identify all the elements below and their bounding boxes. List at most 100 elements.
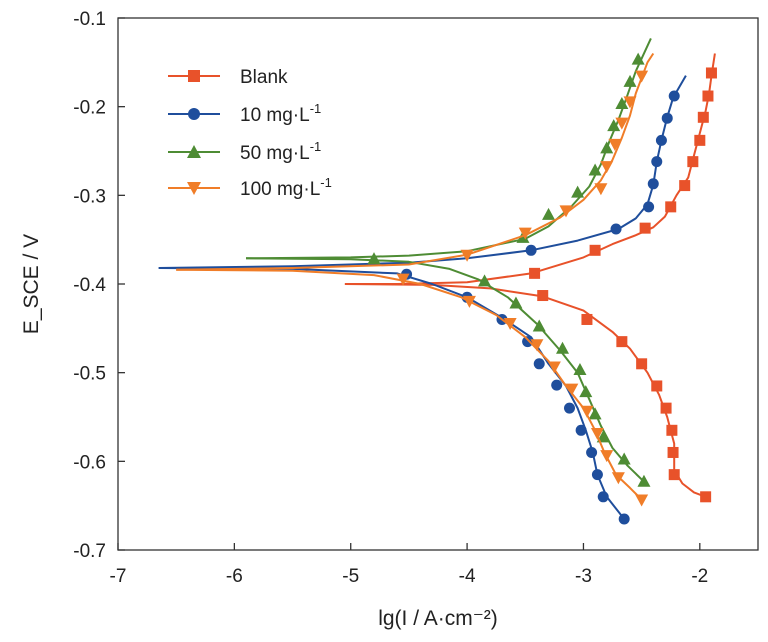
series-0-point-9 [705,67,717,79]
x-axis-title: lg(I / A·cm⁻²) [378,607,498,630]
y-tick-label-2: -0.3 [73,186,106,207]
series-2-point-0 [367,252,381,265]
series-3-point-14 [594,183,608,196]
series-3-point-4 [547,361,561,374]
series-3-point-0 [396,273,410,286]
series-3-point-8 [600,450,614,463]
series-3-point-7 [590,427,604,440]
series-2-point-12 [542,207,556,220]
series-0-point-15 [660,402,672,414]
legend-label-100: 100 mg·L-1 [240,175,332,200]
series-2-point-16 [607,119,621,132]
y-tick-label-1: -0.2 [73,98,106,119]
series-1-point-18 [661,112,673,124]
x-tick-label-1: -6 [226,566,243,587]
series-3-point-15 [600,161,614,174]
series-3-point-1 [462,295,476,308]
series-1-point-19 [668,90,680,102]
series-2-point-9 [617,452,631,465]
series-1-point-8 [586,446,598,458]
series-1-point-7 [575,424,587,436]
series-0-point-2 [639,222,651,234]
series-3-point-16 [608,138,622,151]
legend-item-10: 10 mg·L-1 [168,101,321,126]
series-1-point-9 [591,469,603,481]
series-3-point-18 [623,96,637,109]
series-1-point-14 [643,201,655,213]
series-0-point-8 [702,90,714,102]
series-2-point-7 [588,407,602,420]
series-0-point-14 [651,380,663,392]
legend-marker-blank [188,70,200,82]
series-2-point-4 [556,341,570,354]
series-0-point-7 [697,111,709,123]
x-tick-label-5: -2 [691,566,708,587]
y-tick-label-0: -0.1 [73,9,106,30]
legend-label-10: 10 mg·L-1 [240,101,321,126]
series-0-point-10 [537,290,549,302]
series-2-point-2 [509,296,523,309]
series-1-point-6 [563,402,575,414]
series-3-point-12 [518,227,532,240]
series-1-point-3 [522,336,534,348]
series-0-point-19 [700,491,712,503]
series-0-anodic-line [344,53,716,285]
series-2-point-19 [631,52,645,65]
plot-frame [117,17,759,551]
y-tick-label-5: -0.6 [73,452,106,473]
legend-item-100: 100 mg·L-1 [168,175,332,200]
series-2-point-14 [588,163,602,176]
series-3-point-3 [530,339,544,352]
series-3-point-6 [580,405,594,418]
legend-item-blank: Blank [168,67,288,88]
series-1-point-4 [533,358,545,370]
legend-label-50: 50 mg·L-1 [240,139,321,164]
series-0 [344,53,717,503]
series-0-point-3 [665,201,677,213]
series-2-point-10 [637,474,651,487]
series-1-point-12 [525,244,537,256]
x-tick-label-3: -4 [459,566,476,587]
series-2-point-17 [615,97,629,110]
legend-marker-10 [188,108,200,120]
series-2-point-18 [623,74,637,87]
legend-label-blank: Blank [240,67,288,88]
legend-item-50: 50 mg·L-1 [168,139,321,164]
y-tick-label-3: -0.4 [73,275,106,296]
series-2-point-15 [600,141,614,154]
series-0-point-17 [667,446,679,458]
series-1-point-11 [618,513,630,525]
series-1-point-10 [597,491,609,503]
x-tick-label-4: -3 [575,566,592,587]
axis-ticks: -7 -6 -5 -4 -3 -2 -0.1 -0.2 -0.3 -0.4 -0.5 -0.6 -0.7 [73,9,708,587]
series-1-cathodic-line [158,267,625,520]
series-3-point-13 [559,205,573,218]
series-1-point-17 [655,134,667,146]
series-3-point-9 [611,472,625,485]
x-tick-label-0: -7 [110,566,127,587]
legend-marker-50 [187,145,201,158]
series-2-point-6 [579,385,593,398]
series-0-point-11 [581,313,593,325]
series-1-point-16 [651,156,663,168]
y-tick-label-4: -0.5 [73,364,106,385]
legend: Blank 10 mg·L-1 50 mg·L-1 100 mg·L-1 [168,67,332,200]
series-3-point-2 [503,318,517,331]
series-3 [176,52,655,507]
series-3-cathodic-line [176,268,643,501]
legend-label-10-exp: -1 [310,101,322,116]
series-1-point-5 [551,379,563,391]
legend-label-50-exp: -1 [310,139,322,154]
series-0-point-13 [636,358,648,370]
series-0-point-18 [668,469,680,481]
series-3-point-5 [565,383,579,396]
series-1-point-15 [647,178,659,190]
series-3-point-19 [635,70,649,83]
series-2-point-13 [571,185,585,198]
series-0-point-1 [589,244,601,256]
series-0-point-16 [666,424,678,436]
series-2-point-3 [532,319,546,332]
x-tick-label-2: -5 [342,566,359,587]
series-0-point-0 [529,267,541,279]
